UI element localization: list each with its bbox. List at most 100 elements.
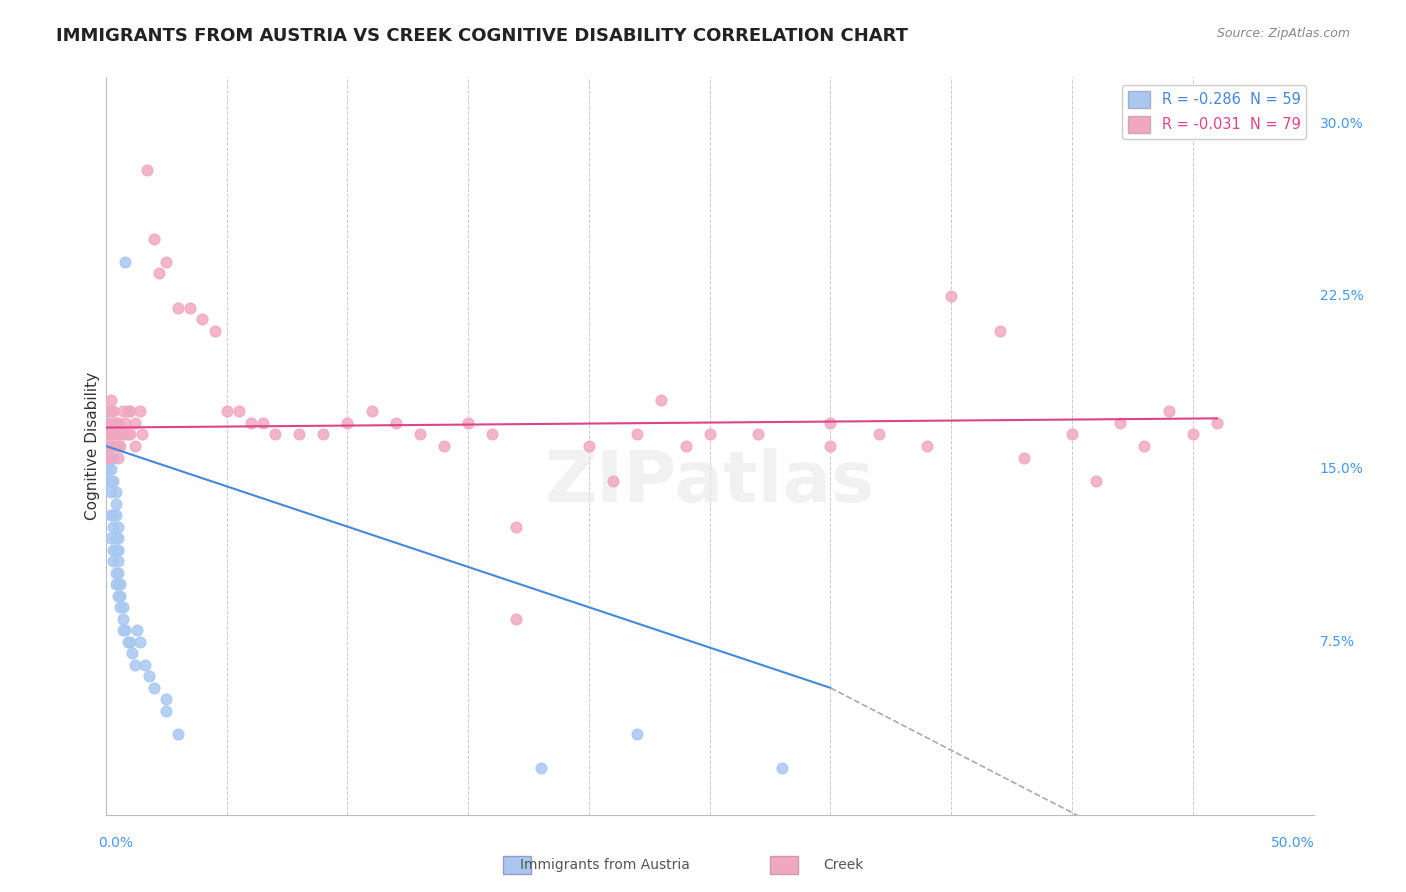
- Text: 22.5%: 22.5%: [1320, 289, 1364, 303]
- Point: [505, 612, 527, 626]
- Point: [97, 450, 120, 465]
- Point: [135, 162, 157, 177]
- Point: [336, 416, 359, 430]
- Point: [104, 542, 127, 557]
- Point: [107, 554, 129, 568]
- Point: [100, 474, 122, 488]
- Point: [111, 624, 134, 638]
- Point: [104, 416, 127, 430]
- Point: [167, 301, 190, 315]
- Point: [1060, 427, 1083, 442]
- Point: [97, 404, 120, 418]
- Point: [124, 657, 146, 672]
- Point: [699, 427, 721, 442]
- Point: [101, 519, 124, 533]
- Point: [111, 612, 134, 626]
- Text: ZIPatlas: ZIPatlas: [544, 449, 875, 517]
- Point: [107, 542, 129, 557]
- Point: [104, 427, 127, 442]
- Point: [94, 450, 117, 465]
- Point: [121, 646, 143, 660]
- Point: [107, 427, 129, 442]
- Point: [104, 497, 127, 511]
- Point: [264, 427, 287, 442]
- Point: [104, 531, 127, 545]
- Point: [101, 474, 124, 488]
- Point: [97, 427, 120, 442]
- Point: [143, 232, 166, 246]
- Point: [107, 519, 129, 533]
- Point: [100, 450, 122, 465]
- Point: [1206, 416, 1229, 430]
- Point: [97, 416, 120, 430]
- Text: 0.0%: 0.0%: [98, 836, 134, 850]
- Point: [530, 762, 553, 776]
- Point: [228, 404, 250, 418]
- Point: [100, 508, 122, 522]
- Point: [104, 566, 127, 580]
- Point: [650, 392, 672, 407]
- Point: [110, 439, 132, 453]
- Text: Immigrants from Austria: Immigrants from Austria: [520, 858, 689, 872]
- Legend: R = -0.286  N = 59, R = -0.031  N = 79: R = -0.286 N = 59, R = -0.031 N = 79: [1122, 85, 1306, 139]
- Point: [626, 727, 648, 741]
- Point: [114, 416, 136, 430]
- Point: [134, 657, 156, 672]
- Point: [104, 439, 127, 453]
- Point: [204, 324, 226, 338]
- Point: [101, 450, 124, 465]
- Point: [101, 427, 124, 442]
- Point: [114, 254, 136, 268]
- Point: [128, 404, 150, 418]
- Point: [107, 566, 129, 580]
- Point: [288, 427, 311, 442]
- Text: Creek: Creek: [824, 858, 863, 872]
- Point: [770, 762, 793, 776]
- Point: [409, 427, 432, 442]
- Point: [100, 439, 122, 453]
- Text: IMMIGRANTS FROM AUSTRIA VS CREEK COGNITIVE DISABILITY CORRELATION CHART: IMMIGRANTS FROM AUSTRIA VS CREEK COGNITI…: [56, 27, 908, 45]
- Point: [179, 301, 201, 315]
- Point: [820, 416, 842, 430]
- Point: [941, 289, 963, 303]
- Point: [110, 589, 132, 603]
- Point: [1085, 474, 1108, 488]
- Text: 15.0%: 15.0%: [1320, 462, 1364, 476]
- Point: [118, 635, 141, 649]
- Text: Source: ZipAtlas.com: Source: ZipAtlas.com: [1216, 27, 1350, 40]
- Point: [94, 439, 117, 453]
- Point: [101, 416, 124, 430]
- Point: [312, 427, 335, 442]
- Point: [988, 324, 1011, 338]
- Point: [127, 624, 149, 638]
- Point: [107, 577, 129, 591]
- Point: [101, 542, 124, 557]
- Point: [100, 392, 122, 407]
- Point: [100, 427, 122, 442]
- Point: [1181, 427, 1204, 442]
- Point: [215, 404, 238, 418]
- Point: [1012, 450, 1035, 465]
- Point: [111, 427, 134, 442]
- Point: [101, 554, 124, 568]
- Text: 50.0%: 50.0%: [1271, 836, 1315, 850]
- Point: [915, 439, 938, 453]
- Point: [155, 254, 177, 268]
- Point: [111, 600, 134, 615]
- Point: [578, 439, 600, 453]
- Point: [101, 404, 124, 418]
- Point: [820, 439, 842, 453]
- Text: 7.5%: 7.5%: [1320, 635, 1354, 648]
- Point: [384, 416, 406, 430]
- Point: [104, 508, 127, 522]
- Y-axis label: Cognitive Disability: Cognitive Disability: [86, 372, 100, 520]
- Point: [505, 519, 527, 533]
- Point: [868, 427, 890, 442]
- Point: [155, 704, 177, 718]
- Point: [118, 427, 141, 442]
- Point: [138, 669, 160, 683]
- Point: [104, 485, 127, 500]
- Point: [191, 312, 214, 326]
- Point: [117, 427, 139, 442]
- Point: [110, 577, 132, 591]
